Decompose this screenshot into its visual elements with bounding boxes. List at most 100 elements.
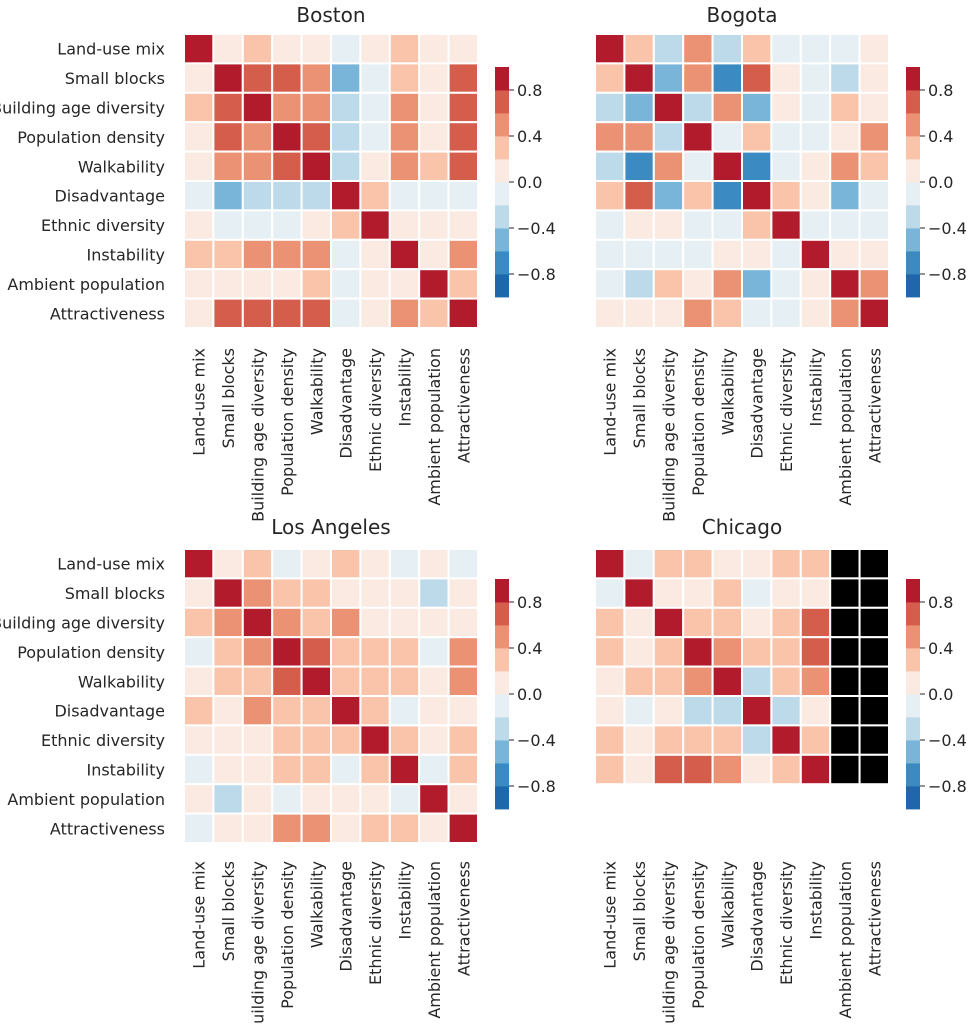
heatmap-cell bbox=[623, 665, 655, 697]
heatmap-cell bbox=[183, 753, 215, 786]
colorbar-segment bbox=[906, 671, 920, 695]
heatmap-cell bbox=[594, 636, 626, 668]
heatmap-cell bbox=[711, 724, 743, 756]
heatmap-cell bbox=[770, 724, 802, 756]
heatmap-cell bbox=[212, 665, 244, 697]
colorbar-segment bbox=[906, 625, 920, 649]
colorbar-tick-label: 0.4 bbox=[517, 127, 542, 146]
heatmap-cell bbox=[594, 724, 626, 756]
heatmap-panel-chicago: Chicago Land-use mix Small blocks Building … bbox=[594, 515, 967, 1024]
heatmap-cell bbox=[447, 636, 480, 668]
heatmap-cell bbox=[183, 33, 215, 65]
heatmap-cell bbox=[799, 548, 832, 580]
heatmap-cell bbox=[858, 209, 890, 241]
heatmap-cell bbox=[300, 812, 333, 844]
heatmap-cell bbox=[858, 62, 890, 94]
heatmap-cell bbox=[858, 268, 890, 300]
heatmap-cell bbox=[447, 150, 480, 183]
heatmap-cell bbox=[271, 297, 303, 330]
heatmap-cell bbox=[682, 62, 714, 94]
heatmap-cell bbox=[652, 150, 685, 183]
heatmap-cell bbox=[594, 33, 626, 65]
heatmap-cell bbox=[682, 695, 714, 727]
heatmap-cell bbox=[300, 753, 333, 786]
heatmap-cell bbox=[212, 268, 244, 300]
heatmap-cell bbox=[212, 150, 244, 183]
x-tick-label: Walkability bbox=[307, 348, 326, 435]
heatmap-cell bbox=[858, 91, 890, 124]
heatmap-cell bbox=[858, 548, 890, 580]
heatmap-panel-bogota: Bogota Land-use mix Small blocks Building a… bbox=[594, 3, 967, 522]
colorbar-segment bbox=[495, 274, 509, 298]
heatmap-cell bbox=[829, 695, 861, 727]
heatmap-cell bbox=[799, 150, 832, 183]
colorbar-tick-label: −0.4 bbox=[517, 219, 556, 238]
heatmap-cell bbox=[212, 577, 244, 609]
y-tick-label: Walkability bbox=[78, 672, 165, 691]
heatmap-cell bbox=[829, 753, 861, 786]
heatmap-cell bbox=[388, 695, 421, 727]
heatmap-cell bbox=[594, 577, 626, 609]
x-tick-label: Attractiveness bbox=[865, 348, 884, 463]
colorbar: −0.8 −0.4 0.0 0.4 0.8 bbox=[495, 67, 556, 298]
panel-title: Boston bbox=[296, 3, 365, 27]
heatmap-cell bbox=[623, 91, 655, 124]
colorbar-segment bbox=[495, 786, 509, 810]
heatmap-cell bbox=[330, 33, 362, 65]
heatmap-cell bbox=[388, 297, 421, 330]
heatmap-cell bbox=[799, 209, 832, 241]
heatmap-cell bbox=[594, 121, 626, 153]
heatmap-cell bbox=[594, 62, 626, 94]
heatmap-cell bbox=[829, 636, 861, 668]
heatmap-panel-boston: Boston Land-use mix Small blocks Building a… bbox=[0, 3, 556, 522]
heatmap-cell bbox=[183, 636, 215, 668]
heatmap-cell bbox=[388, 180, 421, 212]
x-tick-label: Walkability bbox=[718, 861, 737, 948]
colorbar-segment bbox=[495, 182, 509, 206]
heatmap-cell bbox=[858, 121, 890, 153]
colorbar-segment bbox=[906, 251, 920, 275]
heatmap-cell bbox=[741, 297, 773, 330]
heatmap-cell bbox=[858, 636, 890, 668]
heatmap-cell bbox=[858, 150, 890, 183]
heatmap-cell bbox=[770, 150, 802, 183]
heatmap-cell bbox=[623, 268, 655, 300]
heatmap-cell bbox=[388, 238, 421, 271]
heatmap-cell bbox=[241, 91, 274, 124]
heatmap-cell bbox=[623, 695, 655, 727]
heatmap-cell bbox=[858, 297, 890, 330]
heatmap-panel-los-angeles: Los Angeles Land-use mix Small blocks Build… bbox=[0, 515, 556, 1024]
heatmap-cell bbox=[183, 812, 215, 844]
x-tick-label: Ethnic diversity bbox=[366, 348, 385, 472]
heatmap-cell bbox=[829, 150, 861, 183]
heatmap-cell bbox=[388, 268, 421, 300]
colorbar-tick-label: 0.8 bbox=[928, 593, 953, 612]
heatmap-cell bbox=[300, 121, 333, 153]
heatmap-cell bbox=[799, 180, 832, 212]
heatmap-cell bbox=[418, 812, 450, 844]
heatmap-cell bbox=[770, 62, 802, 94]
heatmap-cell bbox=[212, 812, 244, 844]
x-tick-label: Building age diversity bbox=[249, 861, 268, 1024]
y-tick-label: Population density bbox=[17, 128, 165, 147]
y-tick-label: Small blocks bbox=[65, 69, 165, 88]
colorbar-tick-label: −0.8 bbox=[517, 777, 556, 796]
heatmap-cell bbox=[447, 297, 480, 330]
heatmap-cell bbox=[359, 695, 391, 727]
heatmap-cell bbox=[447, 753, 480, 786]
y-tick-label: Walkability bbox=[78, 157, 165, 176]
heatmap-cell bbox=[330, 150, 362, 183]
heatmap-cell bbox=[829, 606, 861, 639]
heatmap-cell bbox=[388, 577, 421, 609]
heatmap-cell bbox=[770, 606, 802, 639]
heatmap-cell bbox=[359, 268, 391, 300]
x-tick-label: Land-use mix bbox=[601, 348, 620, 456]
heatmap-cell bbox=[271, 812, 303, 844]
heatmap-cell bbox=[418, 753, 450, 786]
heatmap-cell bbox=[652, 91, 685, 124]
heatmap-cell bbox=[770, 548, 802, 580]
heatmap-cell bbox=[594, 209, 626, 241]
heatmap-cell bbox=[623, 548, 655, 580]
heatmap-cell bbox=[652, 33, 685, 65]
heatmap-cell bbox=[300, 577, 333, 609]
